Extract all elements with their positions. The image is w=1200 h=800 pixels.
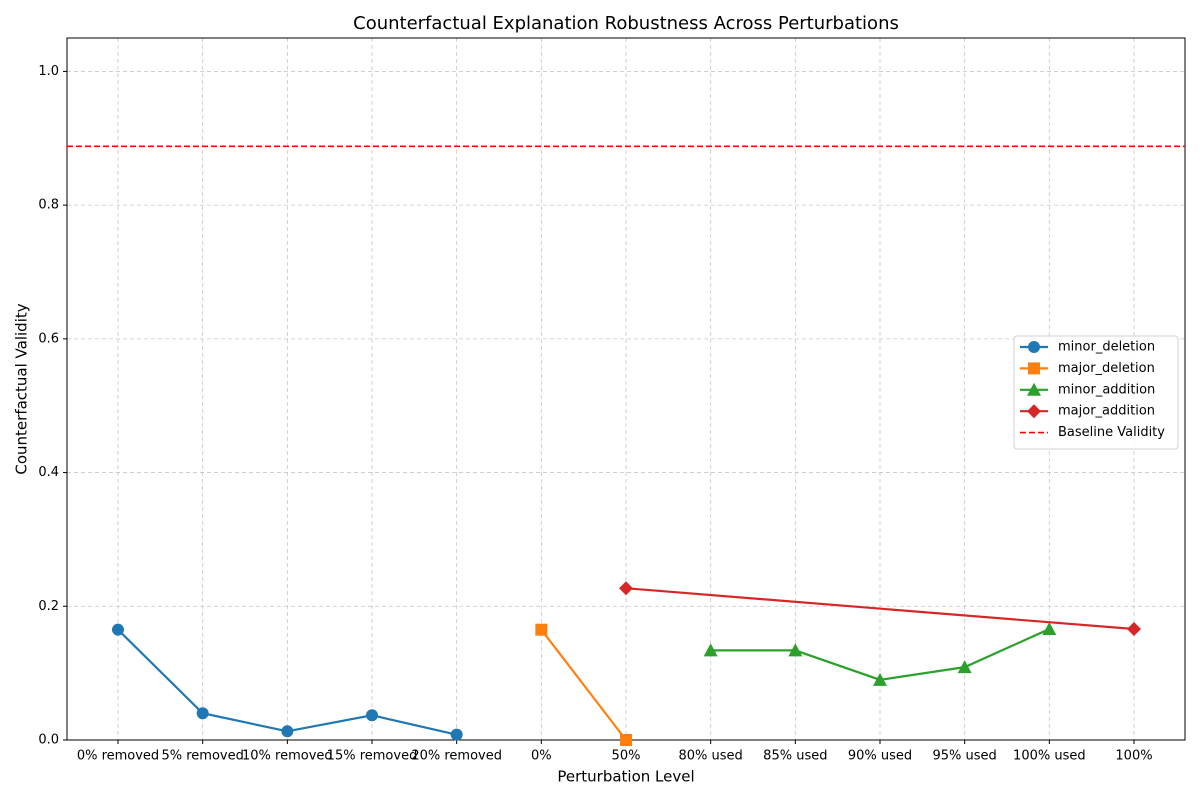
point (1027, 404, 1041, 419)
legend-label: minor_addition (1058, 382, 1155, 397)
x-tick-label: 100% used (1013, 749, 1086, 764)
y-axis-label: Counterfactual Validity (13, 303, 31, 474)
x-tick-label: 15% removed (327, 749, 418, 764)
legend-label: major_addition (1058, 404, 1155, 419)
x-tick-label: 0% (531, 749, 552, 764)
x-axis-label: Perturbation Level (557, 768, 694, 786)
y-tick-label: 1.0 (38, 64, 59, 79)
point (196, 707, 209, 720)
y-tick-label: 0.2 (38, 599, 59, 614)
x-tick-label: 20% removed (411, 749, 502, 764)
point (535, 623, 548, 636)
point (1028, 362, 1040, 375)
point (1042, 622, 1057, 636)
point (788, 643, 803, 657)
legend-label: Baseline Validity (1058, 425, 1165, 440)
point (619, 581, 633, 596)
x-tick-label: 0% removed (77, 749, 159, 764)
series-line (625, 587, 1135, 631)
legend-box (1013, 335, 1179, 450)
x-tick-label: 90% used (848, 749, 912, 764)
x-tick-label: 80% used (679, 749, 743, 764)
chart-title: Counterfactual Explanation Robustness Ac… (353, 13, 899, 34)
point (1027, 382, 1041, 396)
point (957, 660, 972, 674)
point (450, 728, 463, 741)
point (366, 709, 378, 722)
y-tick-label: 0.0 (38, 733, 59, 748)
y-tick-label: 0.4 (38, 465, 59, 480)
point (1127, 622, 1141, 637)
point (873, 672, 887, 686)
legend-label: minor_deletion (1058, 340, 1155, 355)
x-tick-label: 10% removed (242, 749, 333, 764)
x-tick-label: 85% used (763, 749, 827, 764)
series-line (540, 629, 627, 741)
point (1028, 341, 1040, 353)
point (620, 734, 632, 746)
legend-label: major_deletion (1058, 361, 1155, 376)
point (281, 725, 294, 738)
x-tick-label: 100% (1115, 749, 1152, 764)
x-tick-label: 50% (612, 749, 641, 764)
y-tick-label: 0.8 (38, 198, 59, 213)
x-tick-label: 95% used (933, 749, 997, 764)
y-tick-label: 0.6 (38, 331, 59, 346)
point (112, 623, 124, 636)
point (703, 643, 718, 657)
x-tick-label: 5% removed (161, 749, 243, 764)
